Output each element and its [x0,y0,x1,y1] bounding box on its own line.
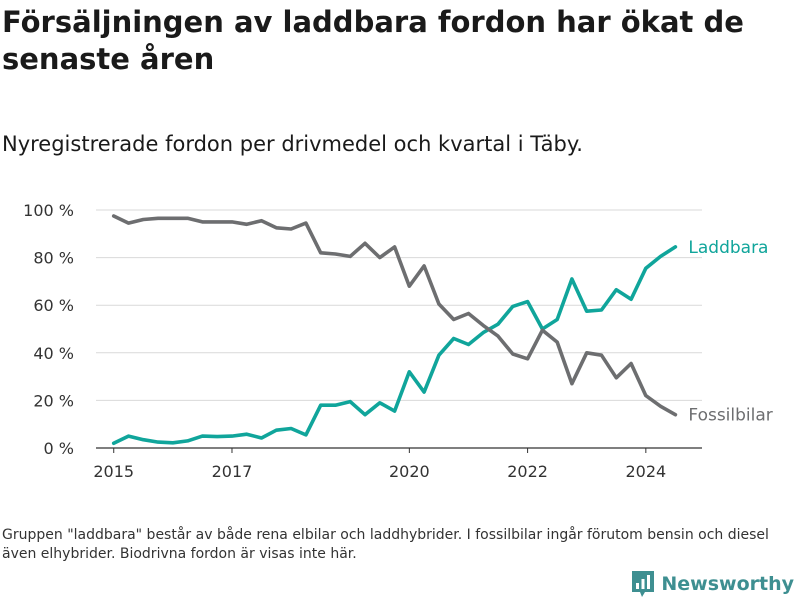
x-tick-label: 2020 [389,462,430,481]
line-chart: 0 % 20 % 40 % 60 % 80 % 100 % 2015 2017 2020 2022… [23,201,773,481]
series-line-fossilbilar [111,214,678,417]
y-tick-label: 60 % [33,296,74,315]
chart-subtitle: Nyregistrerade fordon per drivmedel och … [2,132,583,156]
y-tick-label: 40 % [33,344,74,363]
y-tick-label: 100 % [23,201,74,220]
x-tick-label: 2024 [625,462,666,481]
axes: 0 % 20 % 40 % 60 % 80 % 100 % 2015 2017 2020 2022… [23,201,702,481]
series-label-fossilbilar: Fossilbilar [688,406,772,426]
x-tick-label: 2022 [507,462,548,481]
x-tick-label: 2015 [93,462,134,481]
bar-chart-icon [632,571,655,597]
x-tick-label: 2017 [212,462,253,481]
footnote: Gruppen "laddbara" består av både rena e… [2,527,769,562]
series-label-laddbara: Laddbara [688,238,768,258]
gridlines [96,209,702,401]
series-line-laddbara [111,245,678,445]
y-tick-label: 20 % [33,391,74,410]
chart-title: Försäljningen av laddbara fordon har öka… [2,5,744,76]
brand-name: Newsworthy [661,573,794,595]
y-tick-label: 80 % [33,249,74,268]
newsworthy-logo[interactable]: Newsworthy [631,568,794,600]
y-tick-label: 0 % [44,439,74,458]
series-labels: Laddbara Fossilbilar [688,238,772,426]
series-lines [111,214,678,445]
